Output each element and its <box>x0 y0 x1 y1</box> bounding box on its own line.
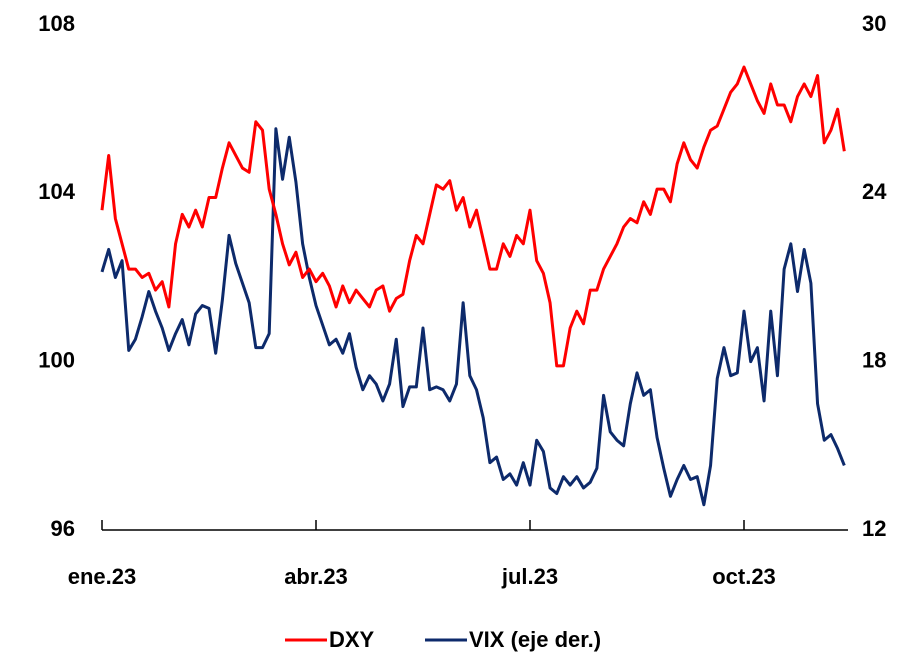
x-tick-label: oct.23 <box>712 564 776 589</box>
line-series <box>100 65 846 368</box>
y-tick-label: 100 <box>38 347 75 372</box>
legend-label: DXY <box>329 627 375 652</box>
x-tick-label: jul.23 <box>501 564 558 589</box>
y2-tick-label: 12 <box>862 516 886 541</box>
x-tick-label: ene.23 <box>68 564 137 589</box>
y-tick-label: 96 <box>51 516 75 541</box>
x-tick-label: abr.23 <box>284 564 348 589</box>
line-series <box>100 127 846 507</box>
y-tick-label: 104 <box>38 179 75 204</box>
y-tick-label: 108 <box>38 11 75 36</box>
legend-label: VIX (eje der.) <box>469 627 601 652</box>
y2-tick-label: 24 <box>862 179 887 204</box>
y2-tick-label: 30 <box>862 11 886 36</box>
y2-tick-label: 18 <box>862 347 886 372</box>
